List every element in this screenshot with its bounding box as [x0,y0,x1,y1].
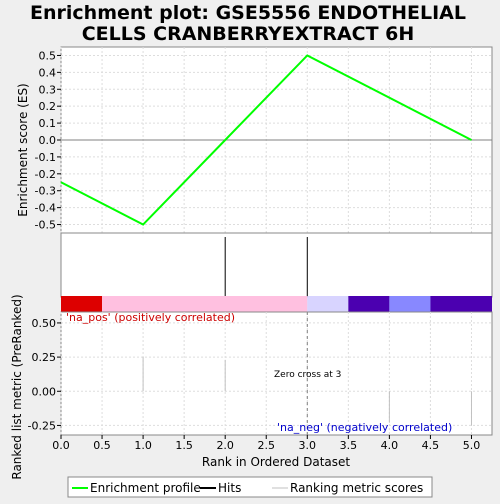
metric-y-tick-label: -0.25 [28,419,56,432]
es-y-tick-label: 0.0 [39,134,57,147]
legend-box [67,476,433,498]
metric-y-axis-label: Ranked list metric (PreRanked) [10,294,24,479]
es-y-tick-label: -0.4 [35,202,56,215]
es-y-tick-label: -0.5 [35,219,56,232]
x-tick-label: 2.5 [257,439,275,452]
es-y-tick-label: -0.2 [35,168,56,181]
color-bar-segment [348,296,390,312]
chart-title-line-1: Enrichment plot: GSE5556 ENDOTHELIAL [30,2,466,24]
x-tick-label: 3.5 [340,439,358,452]
chart-title-line-2: CELLS CRANBERRYEXTRACT 6H [82,23,415,45]
es-y-tick-label: 0.5 [39,49,57,62]
pos-correlated-label: 'na_pos' (positively correlated) [66,311,235,324]
legend-label: Hits [218,481,241,495]
color-bar-segment [389,296,431,312]
x-tick-label: 3.0 [299,439,317,452]
es-y-tick-label: 0.4 [39,66,57,79]
es-y-tick-label: 0.2 [39,100,57,113]
neg-correlated-label: 'na_neg' (negatively correlated) [277,421,452,434]
x-axis-label: Rank in Ordered Dataset [202,455,350,469]
es-y-tick-label: 0.1 [39,117,57,130]
x-tick-label: 1.5 [175,439,193,452]
x-tick-label: 4.5 [422,439,440,452]
zero-cross-label: Zero cross at 3 [274,370,341,380]
es-y-tick-label: -0.1 [35,151,56,164]
color-bar-segment [430,296,492,312]
color-bar-segment [102,296,308,312]
chart-legend: Enrichment profile Hits Ranking metric sco… [67,476,433,498]
metric-y-tick-label: 0.50 [32,317,57,330]
x-tick-label: 4.0 [381,439,399,452]
x-tick-label: 1.0 [134,439,152,452]
es-y-axis-label: Enrichment score (ES) [16,83,30,216]
x-tick-label: 0.5 [93,439,111,452]
metric-y-tick-label: 0.25 [32,351,57,364]
metric-panel-background [60,311,493,436]
x-tick-label: 0.0 [52,439,70,452]
es-y-tick-label: 0.3 [39,83,57,96]
hits-panel-background [60,232,493,298]
es-y-tick-label: -0.3 [35,185,56,198]
metric-y-tick-label: 0.00 [32,385,57,398]
x-tick-label: 2.0 [216,439,234,452]
x-tick-label: 5.0 [463,439,481,452]
color-bar-segment [61,296,103,312]
legend-label: Ranking metric scores [290,481,423,495]
legend-label: Enrichment profile [90,481,201,495]
enrichment-profile-line [60,54,472,226]
color-bar-segment [307,296,349,312]
